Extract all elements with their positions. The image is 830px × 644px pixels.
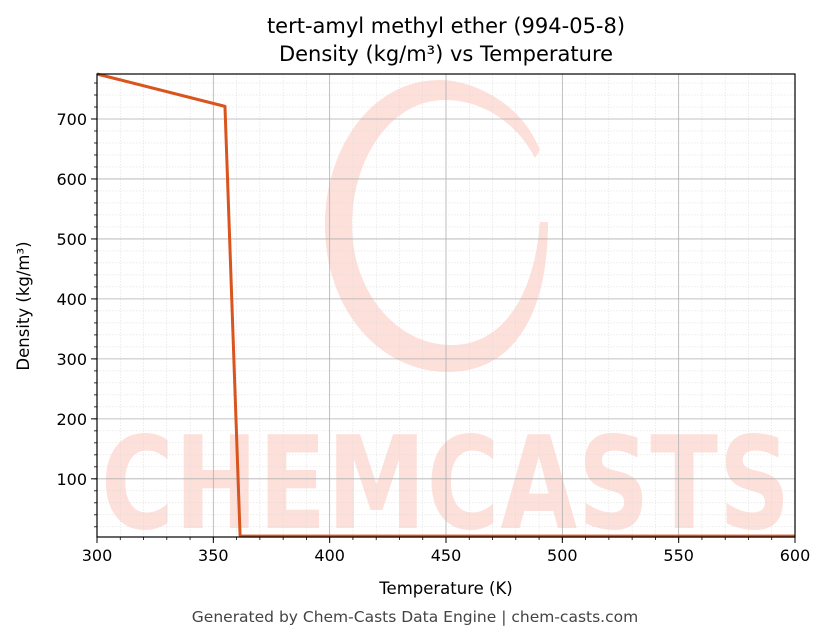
x-tick-label: 450	[431, 546, 462, 565]
watermark: CHEMCASTS	[101, 80, 791, 559]
y-tick-label: 300	[56, 350, 87, 369]
y-tick-label: 500	[56, 230, 87, 249]
x-tick-label: 550	[663, 546, 694, 565]
chart-subtitle: Density (kg/m³) vs Temperature	[279, 42, 613, 66]
chart-title: tert-amyl methyl ether (994-05-8)	[267, 14, 625, 38]
series-layer	[96, 72, 795, 538]
y-tick-label: 600	[56, 170, 87, 189]
y-tick-labels: 100 200 300 400 500 600 700	[56, 110, 87, 489]
series-line-density	[96, 72, 795, 538]
x-tick-label: 400	[314, 546, 345, 565]
watermark-logo-ring	[325, 80, 548, 372]
watermark-text: CHEMCASTS	[101, 410, 791, 559]
y-tick-label: 700	[56, 110, 87, 129]
x-tick-label: 300	[82, 546, 113, 565]
y-axis-label: Density (kg/m³)	[14, 241, 33, 370]
y-tick-label: 200	[56, 410, 87, 429]
x-tick-label: 600	[780, 546, 811, 565]
y-tick-label: 400	[56, 290, 87, 309]
x-axis-label: Temperature (K)	[378, 579, 512, 598]
x-tick-label: 500	[547, 546, 578, 565]
x-tick-label: 350	[198, 546, 229, 565]
x-tick-labels: 300 350 400 450 500 550 600	[82, 546, 811, 565]
y-tick-label: 100	[56, 470, 87, 489]
ticks	[91, 82, 796, 543]
footer-credit: Generated by Chem-Casts Data Engine | ch…	[191, 608, 639, 626]
